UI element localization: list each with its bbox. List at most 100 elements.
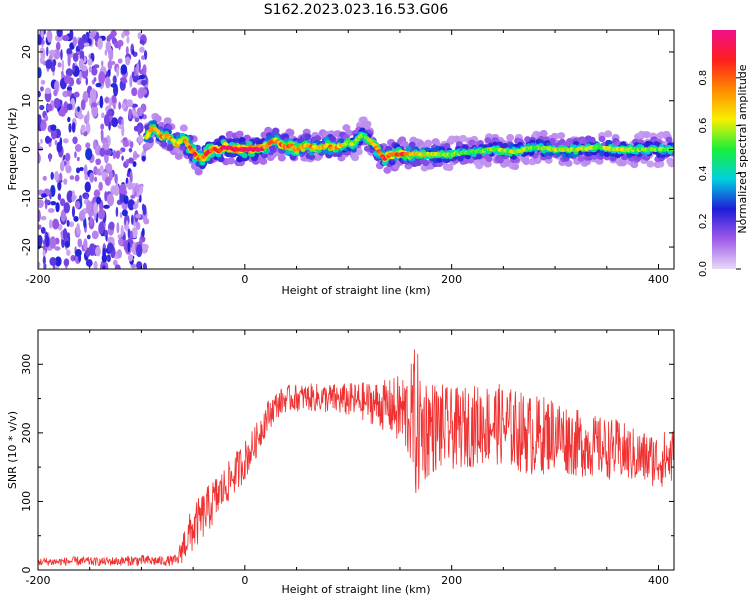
noise-mark bbox=[120, 225, 124, 237]
noise-mark bbox=[136, 62, 140, 75]
noise-mark bbox=[66, 219, 70, 227]
ridge-mark bbox=[400, 140, 409, 148]
spectrogram-marks bbox=[38, 30, 674, 269]
colorbar-tick-label: 0.4 bbox=[698, 165, 709, 181]
noise-mark bbox=[108, 33, 114, 40]
noise-mark bbox=[66, 249, 71, 256]
noise-mark bbox=[65, 68, 73, 77]
ridge-mark bbox=[506, 134, 515, 142]
noise-mark bbox=[101, 112, 105, 119]
spectrogram-xtick-label: 400 bbox=[648, 273, 669, 286]
noise-mark bbox=[38, 35, 42, 46]
noise-mark bbox=[78, 210, 86, 222]
noise-mark bbox=[119, 183, 127, 195]
colorbar-label: Normalized spectral amplitude bbox=[736, 64, 749, 233]
ridge-mark bbox=[259, 157, 268, 165]
ridge-mark bbox=[484, 137, 492, 144]
noise-mark bbox=[47, 208, 55, 213]
noise-mark bbox=[54, 81, 59, 91]
noise-mark bbox=[85, 147, 93, 161]
ridge-mark bbox=[483, 160, 492, 168]
noise-mark bbox=[63, 161, 67, 166]
noise-mark bbox=[40, 86, 44, 92]
noise-mark bbox=[135, 221, 141, 231]
noise-mark bbox=[141, 203, 145, 212]
noise-mark bbox=[126, 100, 134, 108]
noise-mark bbox=[86, 234, 91, 240]
noise-mark bbox=[103, 204, 110, 209]
ridge-mark bbox=[424, 139, 433, 147]
ridge-mark bbox=[329, 135, 337, 143]
noise-mark bbox=[53, 97, 61, 109]
noise-mark bbox=[98, 221, 105, 235]
noise-mark bbox=[63, 178, 68, 185]
ridge-mark bbox=[408, 141, 416, 148]
snr-xtick-label: 0 bbox=[241, 574, 248, 587]
noise-mark bbox=[83, 164, 88, 177]
ridge-mark bbox=[351, 153, 360, 162]
ridge-mark bbox=[194, 168, 203, 176]
noise-mark bbox=[46, 103, 53, 112]
noise-mark bbox=[93, 202, 98, 215]
noise-mark bbox=[91, 104, 99, 118]
noise-mark bbox=[86, 200, 92, 213]
noise-mark bbox=[128, 157, 134, 164]
noise-mark bbox=[101, 35, 106, 41]
ridge-mark bbox=[160, 141, 168, 148]
noise-mark bbox=[105, 41, 112, 52]
colorbar-ticks: 0.0 0.2 0.4 0.6 0.8 bbox=[698, 70, 741, 277]
ridge-mark bbox=[277, 154, 286, 162]
noise-mark bbox=[132, 161, 137, 167]
noise-mark bbox=[125, 46, 129, 56]
noise-mark bbox=[118, 42, 121, 51]
noise-mark bbox=[78, 58, 84, 70]
ridge-mark bbox=[510, 154, 517, 160]
noise-mark bbox=[132, 203, 138, 210]
noise-mark bbox=[52, 58, 57, 67]
ridge-mark bbox=[445, 163, 454, 172]
noise-mark bbox=[93, 189, 101, 198]
noise-mark bbox=[122, 140, 129, 148]
noise-mark bbox=[49, 257, 57, 266]
noise-mark bbox=[60, 49, 63, 61]
ridge-mark bbox=[422, 159, 430, 166]
noise-mark bbox=[44, 87, 52, 95]
noise-mark bbox=[125, 177, 129, 185]
noise-mark bbox=[100, 123, 105, 130]
noise-mark bbox=[143, 217, 150, 225]
noise-mark bbox=[85, 122, 91, 135]
noise-mark bbox=[93, 77, 97, 82]
noise-mark bbox=[66, 48, 73, 56]
noise-mark bbox=[136, 244, 143, 258]
noise-mark bbox=[72, 136, 78, 145]
noise-mark bbox=[139, 88, 148, 96]
ridge-mark bbox=[304, 133, 312, 140]
noise-mark bbox=[62, 138, 69, 144]
noise-mark bbox=[127, 199, 135, 211]
noise-mark bbox=[112, 149, 117, 160]
noise-mark bbox=[88, 243, 96, 257]
ridge-mark bbox=[496, 157, 504, 164]
noise-mark bbox=[74, 143, 82, 152]
noise-mark bbox=[130, 194, 136, 199]
noise-mark bbox=[84, 174, 89, 181]
noise-mark bbox=[93, 64, 100, 69]
noise-mark bbox=[38, 152, 41, 165]
noise-mark bbox=[83, 238, 88, 251]
ridge-mark bbox=[548, 137, 556, 145]
spectrogram-ytick-label: 0 bbox=[20, 146, 33, 153]
snr-ytick-label: 100 bbox=[20, 491, 33, 512]
noise-mark bbox=[47, 137, 53, 143]
noise-mark bbox=[40, 226, 46, 234]
noise-mark bbox=[119, 212, 123, 219]
noise-mark bbox=[73, 91, 80, 98]
noise-mark bbox=[97, 37, 103, 50]
noise-mark bbox=[131, 227, 138, 239]
noise-mark bbox=[80, 124, 86, 134]
ridge-mark bbox=[153, 115, 162, 123]
colorbar-tick-label: 0.6 bbox=[698, 118, 709, 134]
spectrogram-ytick-label: -10 bbox=[20, 189, 33, 207]
noise-mark bbox=[116, 249, 122, 259]
noise-mark bbox=[134, 117, 140, 123]
